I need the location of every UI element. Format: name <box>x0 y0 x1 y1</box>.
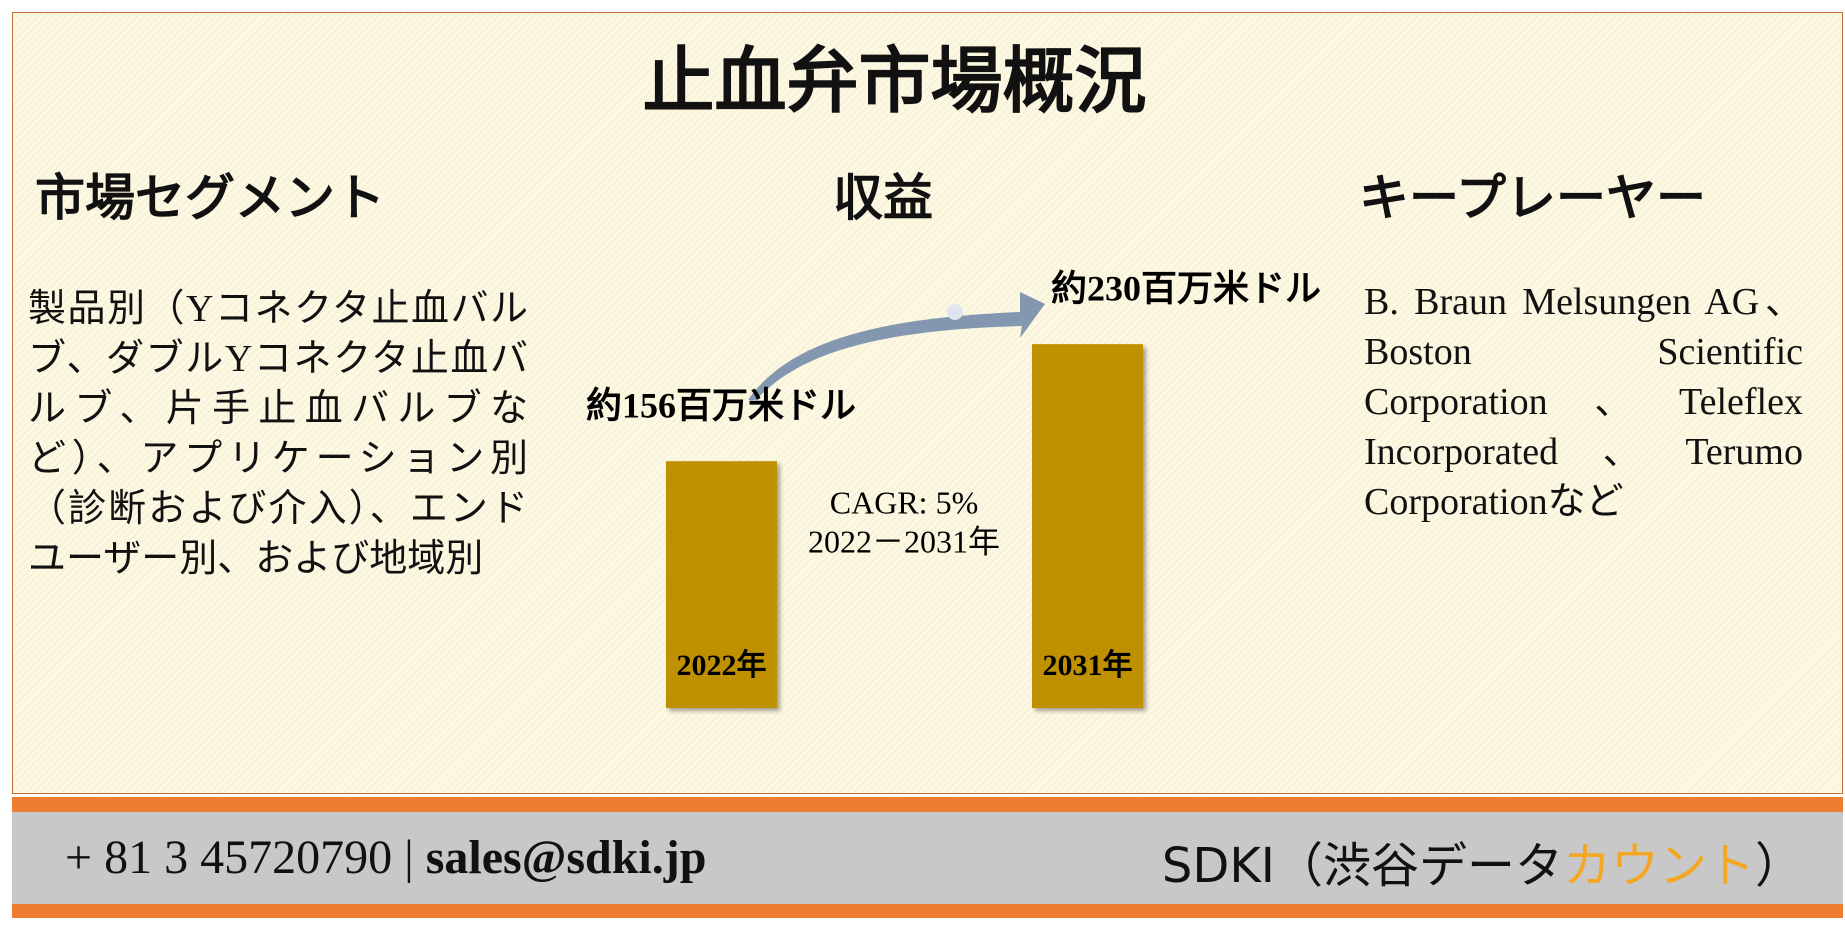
email: sales@sdki.jp <box>425 831 707 884</box>
company-name-accent: カウント <box>1562 838 1755 894</box>
bar <box>666 461 777 708</box>
x-tick-label: 2031年 <box>1043 649 1133 682</box>
segment-text: 製品別（Yコネクタ止血バルブ、ダブルYコネクタ止血バルブ、片手止血バルブなど）、… <box>28 288 528 580</box>
phone: + 81 3 45720790 <box>65 831 393 884</box>
company-name: ） <box>1754 838 1803 894</box>
value-label: 約230百万米ドル <box>1051 268 1321 308</box>
growth-arrow <box>748 292 1045 400</box>
players-heading: キープレーヤー <box>1359 170 1706 226</box>
annotation: CAGR: 5% <box>830 484 978 520</box>
panel <box>12 12 1843 794</box>
bar <box>1032 344 1143 708</box>
chart-title: 収益 <box>833 170 933 226</box>
value-label: 約156百万米ドル <box>586 385 856 425</box>
company-name: SDKI（渋谷データ <box>1161 838 1563 894</box>
annotation: 2022－2031年 <box>808 523 1000 559</box>
footer <box>12 812 1843 904</box>
segment-heading: 市場セグメント <box>35 170 385 226</box>
page-title: 止血弁市場概況 <box>642 42 1147 122</box>
footer-band <box>12 904 1843 918</box>
separator: | <box>404 831 414 884</box>
x-tick-label: 2022年 <box>677 649 767 682</box>
company: SDKI（渋谷データカウント） <box>1162 826 1803 896</box>
contact: + 81 3 45720790 | sales@sdki.jp <box>65 830 706 885</box>
footer-band <box>12 797 1843 812</box>
players-text: B. Braun Melsungen AG、Boston Scientific … <box>1364 281 1803 523</box>
arrow-dot <box>947 304 963 320</box>
